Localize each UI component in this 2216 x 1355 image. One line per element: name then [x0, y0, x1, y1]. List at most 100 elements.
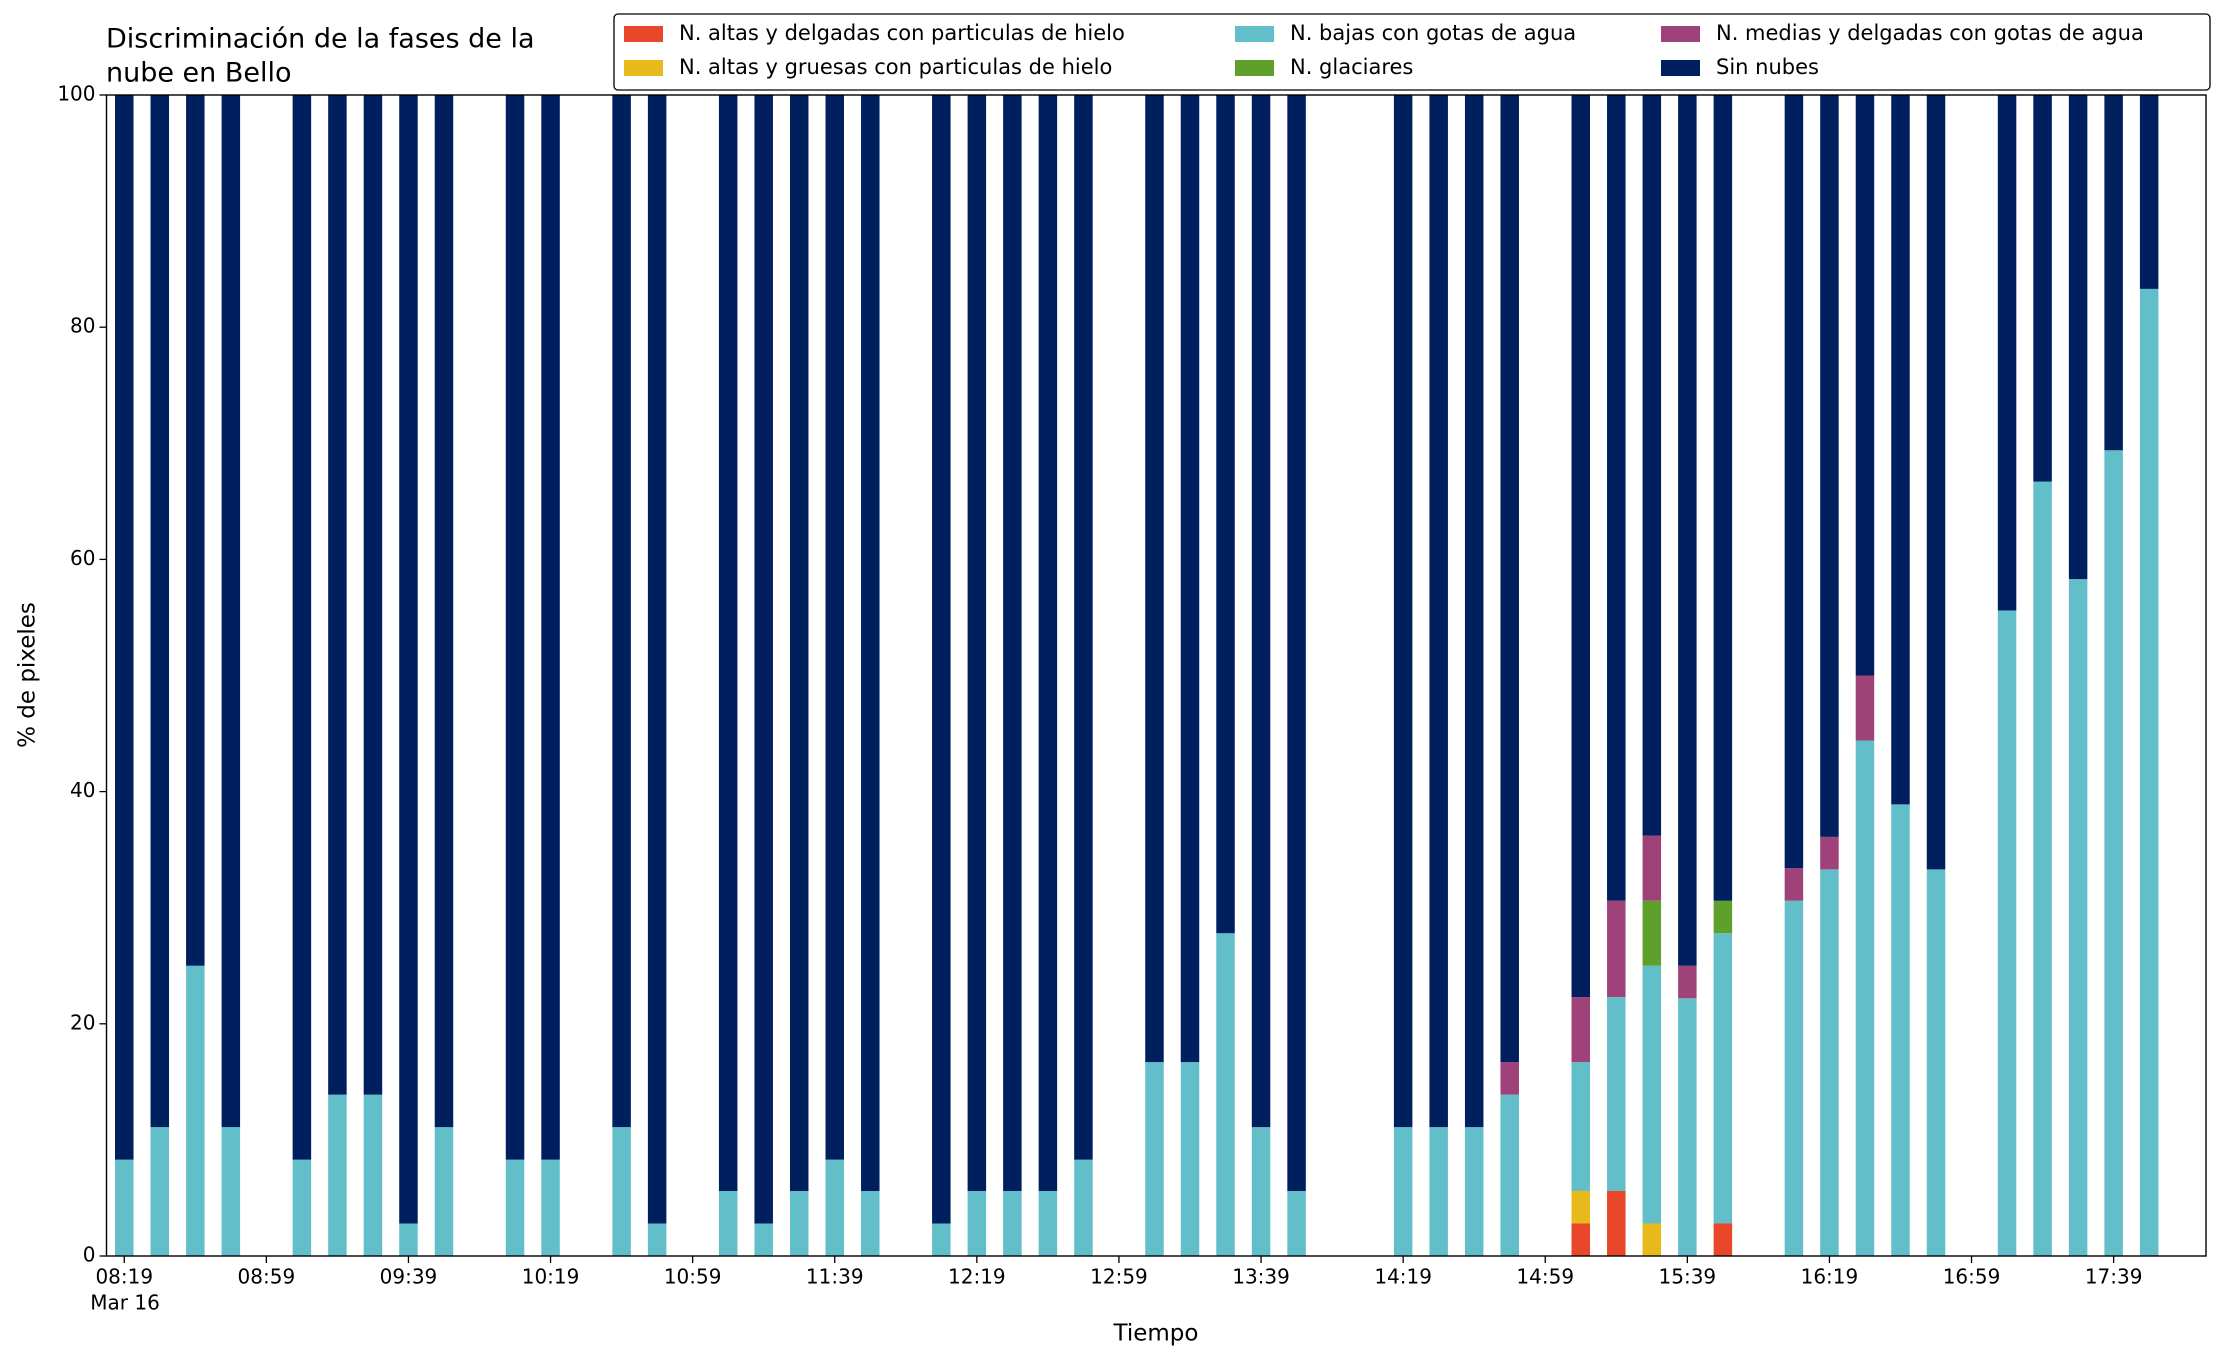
- bar-segment: [1713, 933, 1733, 1224]
- bar-segment: [1784, 95, 1804, 869]
- x-tick-label: 11:39: [806, 1265, 864, 1289]
- bar-segment: [363, 1094, 383, 1256]
- bar-segment: [1926, 95, 1946, 870]
- bar-segment: [861, 95, 880, 1191]
- bar-segment: [967, 1190, 987, 1256]
- bar-segment: [932, 1223, 951, 1256]
- bar-segment: [2139, 288, 2159, 1257]
- bar-segment: [1713, 1223, 1733, 1256]
- bar-segment: [861, 1190, 880, 1256]
- bar-segment: [2139, 95, 2159, 289]
- x-tick-label: 14:59: [1516, 1265, 1574, 1289]
- bar-segment: [647, 1223, 667, 1256]
- bar-segment: [2033, 95, 2052, 482]
- bar-segment: [2033, 481, 2052, 1256]
- bar-segment: [1145, 1062, 1164, 1256]
- bar-segment: [647, 95, 667, 1224]
- bar-segment: [1500, 1062, 1519, 1095]
- chart-title: nube en Bello: [106, 58, 292, 89]
- bar-segment: [1500, 95, 1519, 1063]
- bar-segment: [1464, 95, 1484, 1128]
- bar-segment: [292, 95, 312, 1160]
- x-tick-label: 12:19: [948, 1265, 1006, 1289]
- bar-segment: [1038, 1190, 1058, 1256]
- bar-segment: [505, 1159, 525, 1256]
- bar-segment: [1074, 95, 1093, 1160]
- bar-segment: [932, 95, 951, 1224]
- legend-label: N. medias y delgadas con gotas de agua: [1716, 21, 2144, 45]
- bar-segment: [186, 95, 205, 966]
- bar-segment: [1642, 900, 1662, 966]
- bar-segment: [150, 1127, 170, 1256]
- legend-label: N. glaciares: [1290, 55, 1413, 79]
- bar-segment: [1820, 869, 1839, 1256]
- y-tick-label: 80: [70, 314, 95, 338]
- bar-segment: [1571, 1190, 1591, 1224]
- bar-segment: [1145, 95, 1164, 1063]
- bar-segment: [789, 95, 809, 1191]
- legend-swatch: [1661, 26, 1700, 42]
- legend-swatch: [624, 26, 663, 42]
- legend-label: N. altas y delgadas con particulas de hi…: [679, 21, 1125, 45]
- x-tick-label: 15:39: [1659, 1265, 1717, 1289]
- bar-segment: [150, 95, 170, 1128]
- legend-swatch: [1235, 60, 1274, 76]
- bar-segment: [1891, 95, 1910, 805]
- bar-segment: [1251, 95, 1271, 1128]
- bar-segment: [328, 95, 347, 1095]
- legend-label: N. bajas con gotas de agua: [1290, 21, 1576, 45]
- y-tick-label: 60: [70, 546, 95, 570]
- bar-segment: [1393, 95, 1413, 1128]
- y-axis-label: % de pixeles: [15, 602, 41, 748]
- bar-segment: [825, 1159, 845, 1256]
- bar-segment: [115, 1159, 134, 1256]
- bar-segment: [718, 1190, 738, 1256]
- bar-segment: [1926, 869, 1946, 1256]
- bar-segment: [1571, 95, 1591, 998]
- bar-segment: [612, 1127, 631, 1256]
- bar-segment: [292, 1159, 312, 1256]
- bar-segment: [1500, 1094, 1519, 1256]
- x-tick-label: 17:39: [2085, 1265, 2143, 1289]
- x-tick-label: 12:59: [1090, 1265, 1148, 1289]
- bar-segment: [1607, 997, 1626, 1191]
- bar-segment: [1820, 95, 1839, 837]
- bar-segment: [1251, 1127, 1271, 1256]
- bar-segment: [1820, 836, 1839, 870]
- bar-segment: [399, 95, 418, 1224]
- legend-box: [613, 13, 2211, 91]
- bar-segment: [1642, 835, 1662, 901]
- bar-segment: [1571, 997, 1591, 1063]
- bar-segment: [1287, 1190, 1306, 1256]
- x-tick-label: 08:19: [95, 1265, 153, 1289]
- bar-segment: [505, 95, 525, 1160]
- bar-segment: [1429, 95, 1448, 1128]
- bar-segment: [2068, 579, 2088, 1256]
- x-tick-label: 16:19: [1801, 1265, 1859, 1289]
- x-date-label: Mar 16: [90, 1291, 160, 1315]
- bar-segment: [1180, 1062, 1200, 1256]
- bar-segment: [1855, 740, 1875, 1256]
- bar-segment: [2104, 450, 2123, 1256]
- bar-segment: [541, 95, 560, 1160]
- x-tick-label: 13:39: [1232, 1265, 1290, 1289]
- y-tick-label: 0: [83, 1243, 96, 1267]
- y-tick-label: 100: [57, 82, 95, 106]
- bar-segment: [399, 1223, 418, 1256]
- x-tick-label: 14:19: [1374, 1265, 1432, 1289]
- x-tick-label: 10:59: [664, 1265, 722, 1289]
- bar-segment: [789, 1190, 809, 1256]
- bar-segment: [1287, 95, 1306, 1191]
- bar-segment: [1678, 95, 1697, 966]
- bar-segment: [328, 1094, 347, 1256]
- bar-segment: [1180, 95, 1200, 1063]
- bar-segment: [1074, 1159, 1093, 1256]
- x-axis-label: Tiempo: [1113, 1321, 1199, 1347]
- bar-segment: [541, 1159, 560, 1256]
- bar-segment: [1003, 95, 1022, 1191]
- bar-segment: [1997, 95, 2017, 611]
- bar-segment: [221, 1127, 241, 1256]
- legend-swatch: [624, 60, 663, 76]
- bar-segment: [1038, 95, 1058, 1191]
